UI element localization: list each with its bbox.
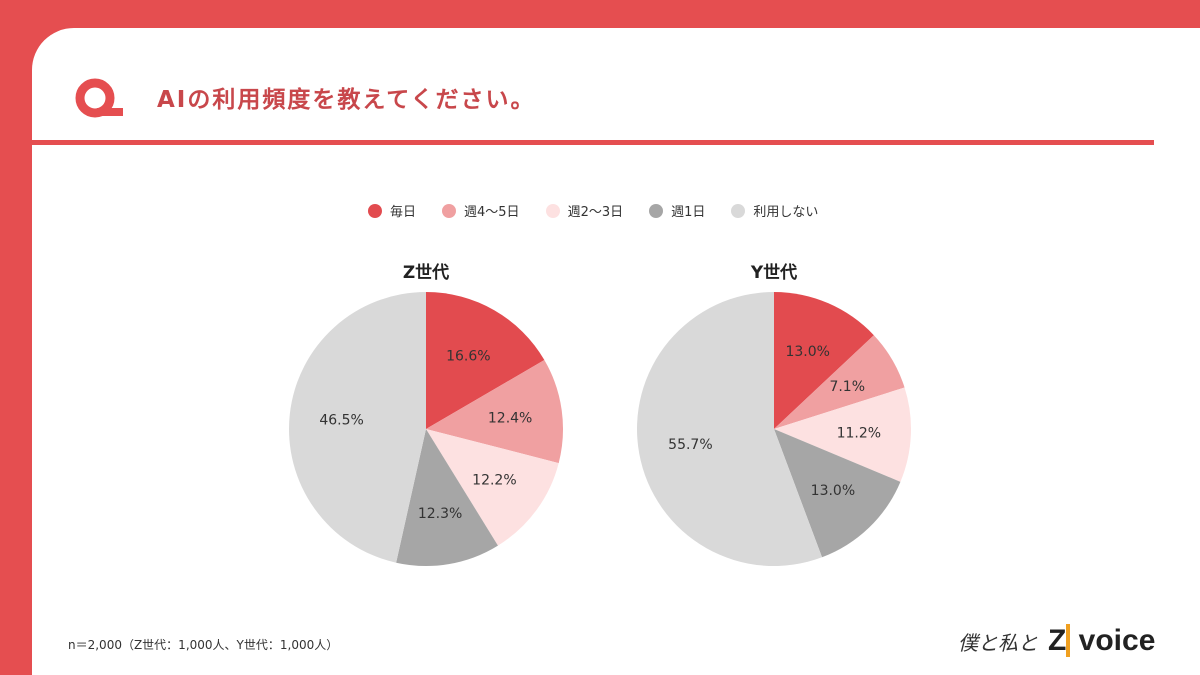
brand-logo: 僕と私と Z voice <box>958 624 1155 658</box>
pie-title-y: Y世代 <box>750 263 798 283</box>
data-label: 13.0% <box>785 344 829 360</box>
legend-item: 週1日 <box>649 201 705 220</box>
data-label: 12.2% <box>472 472 516 488</box>
pie-slice <box>636 292 823 566</box>
legend-label: 毎日 <box>390 205 417 220</box>
data-label: 16.6% <box>446 348 490 364</box>
data-label: 13.0% <box>811 483 855 499</box>
pie-slice <box>774 387 911 482</box>
legend: 毎日 週4〜5日 週2〜3日 週1日 利用しない <box>368 201 818 220</box>
divider <box>32 140 1154 145</box>
logo-z: Z <box>1048 624 1071 657</box>
legend-label: 利用しない <box>753 205 819 220</box>
data-label: 46.5% <box>319 413 363 429</box>
page-title: AIの利用頻度を教えてください。 <box>157 87 536 113</box>
legend-item: 週2〜3日 <box>545 201 624 220</box>
logo-handwritten: 僕と私と <box>958 630 1038 655</box>
legend-item: 毎日 <box>368 201 416 220</box>
pie-slice <box>288 292 426 563</box>
legend-swatch <box>731 203 746 218</box>
data-label: 12.4% <box>488 410 532 426</box>
legend-swatch <box>442 203 457 218</box>
pie-slice <box>426 360 563 464</box>
sample-note: n＝2,000（Z世代：1,000人、Y世代：1,000人） <box>68 638 339 652</box>
legend-swatch <box>368 203 382 218</box>
data-label: 55.7% <box>668 437 712 453</box>
pie-slice <box>426 292 545 429</box>
legend-label: 週4〜5日 <box>464 205 520 220</box>
data-label: 12.3% <box>418 506 462 522</box>
pie-slice <box>774 429 901 558</box>
pie-slice <box>426 429 559 546</box>
pie-title-z: Z世代 <box>402 263 450 283</box>
content-card <box>32 28 1200 675</box>
legend-label: 週2〜3日 <box>567 205 624 220</box>
data-label: 11.2% <box>837 426 881 442</box>
legend-label: 週1日 <box>671 205 706 220</box>
data-label: 7.1% <box>829 379 865 395</box>
legend-item: 利用しない <box>731 201 818 220</box>
logo-voice: voice <box>1078 624 1156 657</box>
legend-swatch <box>649 203 664 218</box>
pie-slice <box>396 429 498 566</box>
legend-item: 週4〜5日 <box>442 201 520 220</box>
pie-slice <box>774 292 874 429</box>
q-logo-icon <box>75 78 123 118</box>
legend-swatch <box>545 203 560 218</box>
pie-slice <box>774 335 905 429</box>
